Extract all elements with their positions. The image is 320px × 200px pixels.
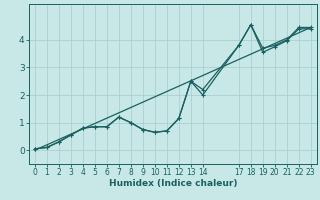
X-axis label: Humidex (Indice chaleur): Humidex (Indice chaleur) (108, 179, 237, 188)
